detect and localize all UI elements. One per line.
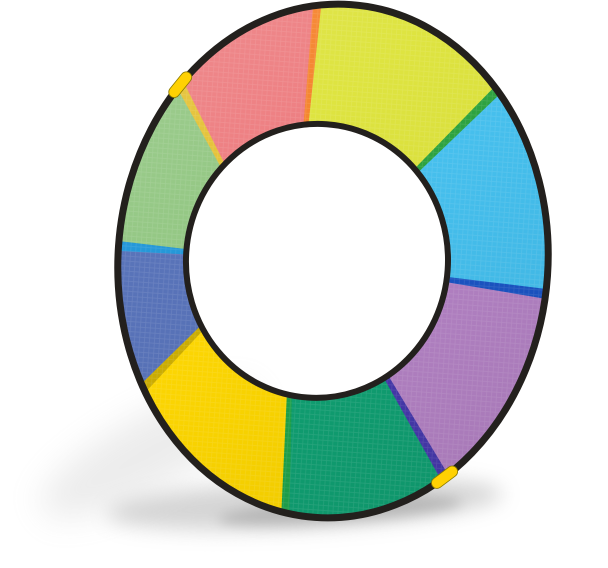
fabric-ring [114,0,552,522]
outer-frame-rod [114,0,552,522]
tab-upper-left-icon [168,71,193,98]
light-sheen [117,4,549,518]
ring-tilt-group [114,0,552,522]
tab-lower-right-icon [431,465,459,489]
inner-frame-rod [182,120,451,401]
